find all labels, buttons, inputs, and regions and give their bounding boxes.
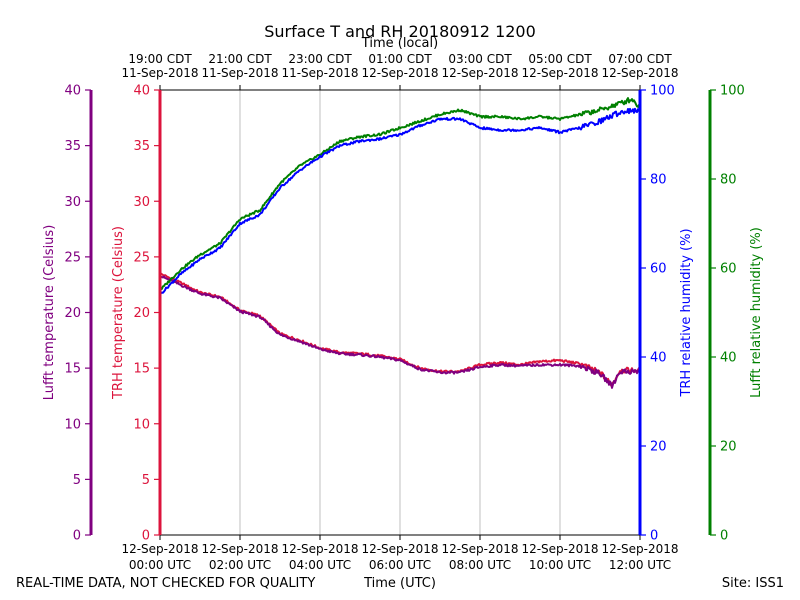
y-axis-label-lufft_rh: Lufft relative humidity (%) (749, 227, 764, 398)
top-tick-label-date: 12-Sep-2018 (441, 66, 518, 80)
top-tick-label-date: 11-Sep-2018 (201, 66, 278, 80)
top-tick-label-time: 19:00 CDT (128, 52, 192, 66)
y-tick-label-trh_rh: 20 (650, 440, 667, 455)
y-tick-label-trh_t: 30 (133, 195, 150, 210)
x-tick-label-time: 02:00 UTC (209, 558, 271, 572)
x-tick-label-time: 08:00 UTC (449, 558, 511, 572)
top-tick-label-time: 01:00 CDT (368, 52, 432, 66)
x-tick-label-time: 00:00 UTC (129, 558, 191, 572)
series-line-lufft_rh (159, 97, 641, 292)
y-tick-label-lufft_t: 5 (73, 473, 81, 488)
y-tick-label-trh_t: 15 (133, 362, 150, 377)
y-tick-label-lufft_t: 0 (73, 529, 81, 544)
quality-note: REAL-TIME DATA, NOT CHECKED FOR QUALITY (16, 576, 315, 591)
y-tick-label-lufft_rh: 60 (720, 262, 737, 277)
top-axis-label: Time (local) (361, 36, 438, 51)
x-tick-label-date: 12-Sep-2018 (201, 542, 278, 556)
y-tick-label-trh_rh: 100 (650, 84, 675, 99)
y-tick-label-trh_t: 25 (133, 250, 150, 265)
top-tick-label-time: 05:00 CDT (528, 52, 592, 66)
site-label: Site: ISS1 (722, 576, 784, 591)
y-tick-label-trh_rh: 0 (650, 529, 658, 544)
y-tick-label-lufft_t: 20 (64, 306, 81, 321)
y-tick-label-lufft_t: 25 (64, 250, 81, 265)
x-tick-label-time: 04:00 UTC (289, 558, 351, 572)
y-tick-label-trh_t: 10 (133, 417, 150, 432)
top-tick-label-time: 23:00 CDT (288, 52, 352, 66)
y-tick-label-lufft_t: 30 (64, 195, 81, 210)
x-tick-label-time: 12:00 UTC (609, 558, 671, 572)
y-tick-label-trh_t: 5 (142, 473, 150, 488)
top-tick-label-date: 12-Sep-2018 (361, 66, 438, 80)
y-tick-label-trh_t: 0 (142, 529, 150, 544)
y-tick-label-lufft_rh: 100 (720, 84, 745, 99)
y-axis-label-lufft_t: Lufft temperature (Celsius) (42, 225, 57, 401)
x-tick-label-date: 12-Sep-2018 (441, 542, 518, 556)
y-tick-label-lufft_rh: 40 (720, 351, 737, 366)
top-tick-label-date: 12-Sep-2018 (601, 66, 678, 80)
y-tick-label-trh_rh: 60 (650, 262, 667, 277)
top-tick-label-date: 12-Sep-2018 (521, 66, 598, 80)
y-tick-label-trh_rh: 40 (650, 351, 667, 366)
series-line-lufft_t (159, 275, 641, 389)
top-tick-label-time: 21:00 CDT (208, 52, 272, 66)
top-tick-label-date: 11-Sep-2018 (281, 66, 358, 80)
y-tick-label-lufft_rh: 0 (720, 529, 728, 544)
x-tick-label-date: 12-Sep-2018 (361, 542, 438, 556)
x-tick-label-date: 12-Sep-2018 (521, 542, 598, 556)
top-tick-label-time: 03:00 CDT (448, 52, 512, 66)
y-tick-label-trh_t: 20 (133, 306, 150, 321)
x-tick-label-date: 12-Sep-2018 (121, 542, 198, 556)
y-tick-label-trh_t: 40 (133, 84, 150, 99)
y-tick-label-lufft_t: 35 (64, 139, 81, 154)
y-tick-label-lufft_t: 15 (64, 362, 81, 377)
y-tick-label-trh_t: 35 (133, 139, 150, 154)
y-tick-label-lufft_t: 10 (64, 417, 81, 432)
x-tick-label-time: 06:00 UTC (369, 558, 431, 572)
top-tick-label-time: 07:00 CDT (608, 52, 672, 66)
y-tick-label-lufft_t: 40 (64, 84, 81, 99)
series-line-trh_rh (159, 107, 641, 296)
x-tick-label-date: 12-Sep-2018 (601, 542, 678, 556)
y-axis-label-trh_t: TRH temperature (Celsius) (111, 226, 126, 400)
y-tick-label-trh_rh: 80 (650, 173, 667, 188)
x-tick-label-time: 10:00 UTC (529, 558, 591, 572)
top-tick-label-date: 11-Sep-2018 (121, 66, 198, 80)
x-tick-label-date: 12-Sep-2018 (281, 542, 358, 556)
y-axis-label-trh_rh: TRH relative humidity (%) (679, 228, 694, 397)
y-tick-label-lufft_rh: 80 (720, 173, 737, 188)
y-tick-label-lufft_rh: 20 (720, 440, 737, 455)
chart-title: Surface T and RH 20180912 1200 (264, 22, 536, 41)
x-axis-label: Time (UTC) (363, 576, 436, 591)
